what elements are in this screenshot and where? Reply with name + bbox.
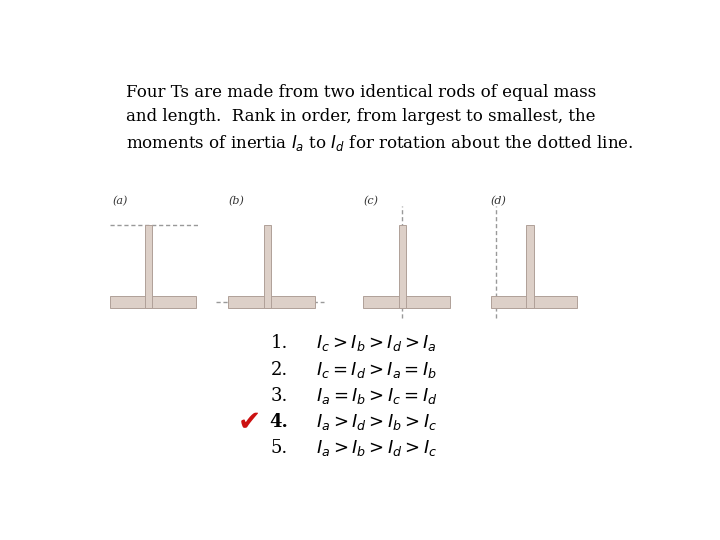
Bar	[490, 295, 577, 308]
Text: 2.: 2.	[271, 361, 288, 379]
Bar	[526, 225, 534, 308]
Text: 1.: 1.	[271, 334, 288, 353]
Bar	[145, 225, 153, 308]
Bar	[109, 295, 196, 308]
Text: $I_a > I_d > I_b > I_c$: $I_a > I_d > I_b > I_c$	[316, 412, 438, 432]
Text: (c): (c)	[364, 196, 379, 206]
Text: $I_c > I_b > I_d > I_a$: $I_c > I_b > I_d > I_a$	[316, 333, 437, 353]
Text: (b): (b)	[228, 196, 244, 206]
Text: and length.  Rank in order, from largest to smallest, the: and length. Rank in order, from largest …	[126, 109, 595, 125]
Text: (a): (a)	[112, 196, 127, 206]
Text: $I_a > I_b > I_d > I_c$: $I_a > I_b > I_d > I_c$	[316, 438, 438, 458]
Bar	[264, 225, 271, 308]
Text: 4.: 4.	[269, 413, 288, 431]
Text: $I_a = I_b > I_c = I_d$: $I_a = I_b > I_c = I_d$	[316, 386, 438, 406]
Text: $I_c = I_d > I_a = I_b$: $I_c = I_d > I_a = I_b$	[316, 360, 437, 380]
Bar	[364, 295, 450, 308]
Text: moments of inertia $I_a$ to $I_d$ for rotation about the dotted line.: moments of inertia $I_a$ to $I_d$ for ro…	[126, 133, 634, 153]
Bar	[228, 295, 315, 308]
Text: 3.: 3.	[271, 387, 288, 405]
Text: 5.: 5.	[271, 439, 288, 457]
Bar	[399, 225, 406, 308]
Text: Four Ts are made from two identical rods of equal mass: Four Ts are made from two identical rods…	[126, 84, 596, 100]
Text: ✔: ✔	[238, 408, 261, 436]
Text: (d): (d)	[490, 196, 506, 206]
